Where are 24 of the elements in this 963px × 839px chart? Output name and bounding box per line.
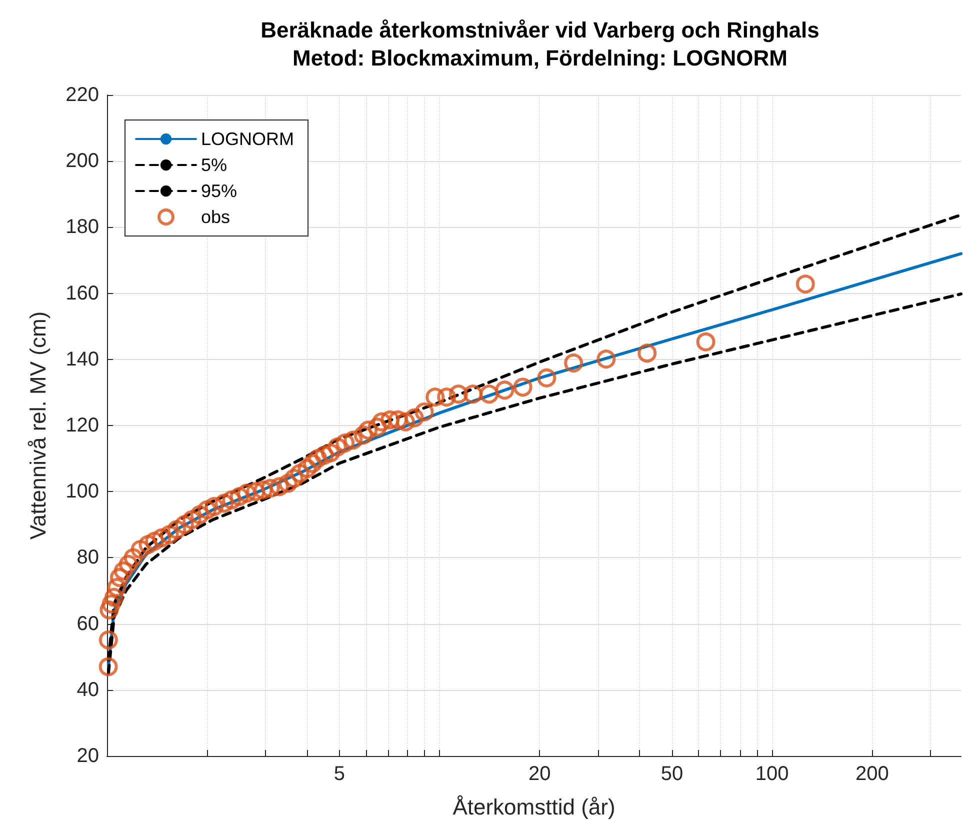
y-tick-label: 160 xyxy=(66,282,99,304)
y-tick-label: 140 xyxy=(66,348,99,370)
x-axis-title: Återkomsttid (år) xyxy=(452,794,616,820)
y-tick-label: 120 xyxy=(66,414,99,436)
x-tick-label: 100 xyxy=(755,763,789,785)
legend-label: obs xyxy=(201,207,230,227)
x-tick-label: 5 xyxy=(334,763,345,785)
x-tick-label: 20 xyxy=(528,763,551,785)
y-tick-label: 200 xyxy=(66,150,99,172)
legend-label: LOGNORM xyxy=(201,129,294,149)
y-tick-label: 60 xyxy=(76,612,99,635)
legend-label: 5% xyxy=(201,155,228,175)
y-tick-label: 180 xyxy=(66,216,99,238)
y-tick-label: 100 xyxy=(66,480,99,503)
x-tick-label: 200 xyxy=(855,763,889,785)
chart-subtitle: Metod: Blockmaximum, Fördelning: LOGNORM xyxy=(292,46,788,70)
y-tick-label: 20 xyxy=(76,745,99,767)
legend-label: 95% xyxy=(201,181,238,201)
y-tick-label: 220 xyxy=(66,84,99,106)
x-tick-label: 50 xyxy=(660,763,684,785)
y-tick-label: 40 xyxy=(76,678,99,701)
y-axis-title: Vattennivå rel. MV (cm) xyxy=(26,311,50,540)
chart-title: Beräknade återkomstnivåer vid Varberg och Ringhals xyxy=(260,18,820,42)
y-tick-label: 80 xyxy=(76,546,99,569)
